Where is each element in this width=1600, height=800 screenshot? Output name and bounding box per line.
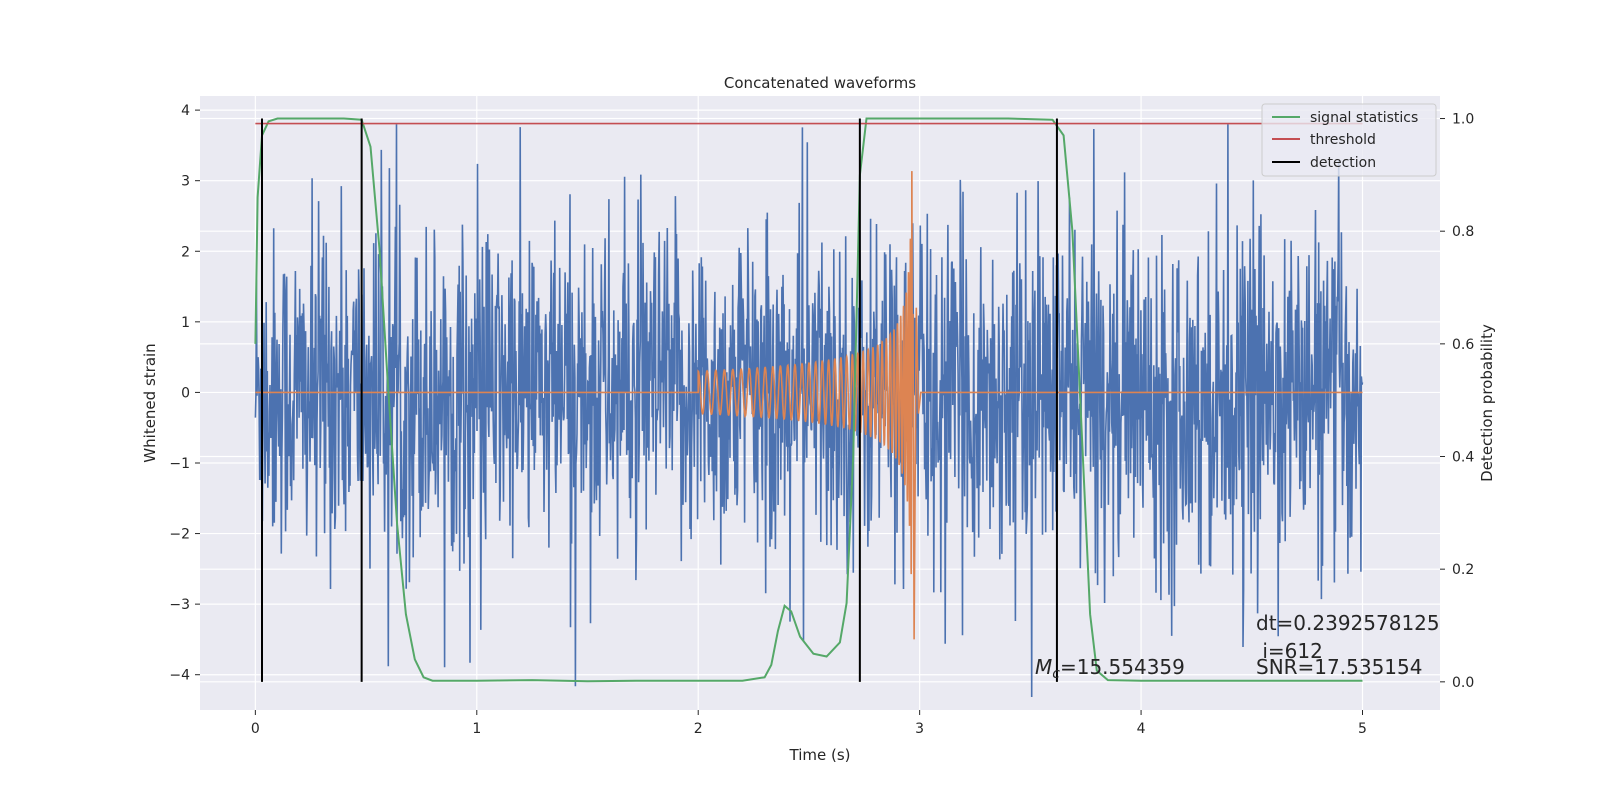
x-tick-label-2: 2 — [694, 721, 703, 737]
x-tick-label-0: 0 — [251, 721, 260, 737]
annotation-dt: dt=0.2392578125 — [1256, 611, 1440, 635]
x-tick-label-3: 3 — [915, 721, 924, 737]
legend: signal statistics threshold detection — [1261, 103, 1437, 177]
noise-line — [254, 124, 1364, 698]
axis-ticks: 0 1 2 3 4 5 −4 −3 −2 −1 0 1 2 3 4 0.0 0.2 0.4 0.6 0.8 1.0 — [169, 103, 1474, 737]
annotation-mc-value: =15.554359 — [1060, 655, 1185, 679]
x-tick-label-4: 4 — [1137, 721, 1146, 737]
chart-title: Concatenated waveforms — [724, 74, 916, 92]
annotation-snr: SNR=17.535154 — [1256, 655, 1422, 679]
y-tick-label-3: −1 — [169, 456, 190, 472]
y2-tick-label-4: 0.8 — [1452, 224, 1474, 240]
y2-tick-label-5: 1.0 — [1452, 112, 1474, 128]
legend-label-signal-statistics: signal statistics — [1310, 110, 1418, 126]
y-tick-label-6: 2 — [181, 244, 190, 260]
x-axis-label: Time (s) — [789, 746, 851, 764]
probability-overlay — [254, 117, 1363, 683]
annotation-mc: Mc=15.554359 — [1035, 655, 1185, 682]
y-tick-label-2: −2 — [169, 527, 190, 543]
annotation-i: i=612 — [1256, 639, 1323, 663]
annotation-mc-subscript: c — [1052, 666, 1060, 682]
legend-box — [1261, 103, 1437, 177]
y2-tick-label-0: 0.0 — [1452, 675, 1474, 691]
annotation-mc-symbol: M — [1035, 655, 1052, 679]
signal-statistics-line — [254, 117, 1363, 683]
y2-tick-label-3: 0.6 — [1452, 337, 1474, 353]
injected-signal-line — [255, 171, 1363, 640]
y2-tick-label-1: 0.2 — [1452, 562, 1474, 578]
y2-axis-label: Detection probability — [1478, 324, 1496, 482]
legend-label-threshold: threshold — [1310, 132, 1376, 148]
y-tick-label-7: 3 — [181, 174, 190, 190]
y-tick-label-1: −3 — [169, 597, 190, 613]
y2-tick-label-2: 0.4 — [1452, 450, 1474, 466]
x-tick-label-5: 5 — [1358, 721, 1367, 737]
noise-series — [254, 124, 1364, 698]
x-tick-label-1: 1 — [472, 721, 481, 737]
y-tick-label-4: 0 — [181, 385, 190, 401]
legend-label-detection: detection — [1310, 155, 1376, 171]
y-tick-label-8: 4 — [181, 103, 190, 119]
y-axis-label: Whitened strain — [141, 343, 159, 462]
injected-signal-series — [255, 171, 1363, 640]
y-tick-label-5: 1 — [181, 315, 190, 331]
y-tick-label-0: −4 — [169, 668, 190, 684]
